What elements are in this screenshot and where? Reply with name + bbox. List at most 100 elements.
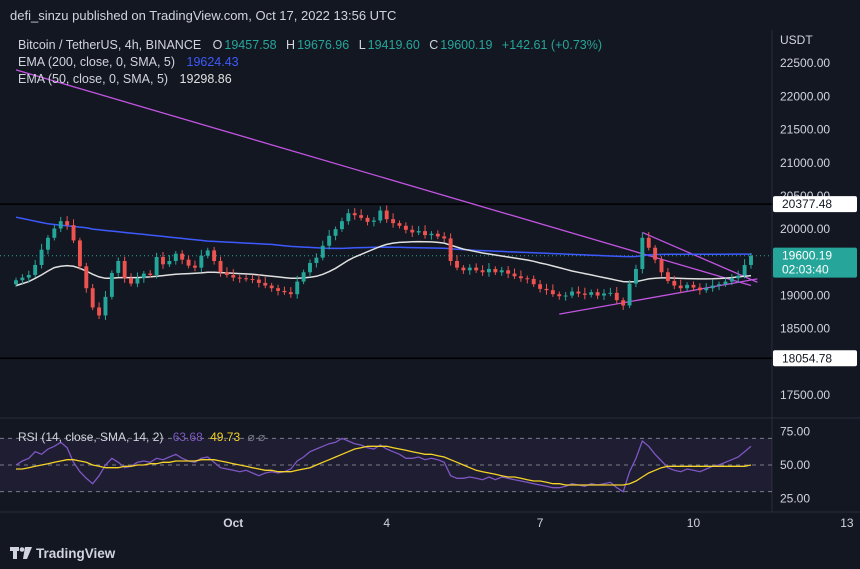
price-chart[interactable]: USDT17500.0018000.0018500.0019000.001950… bbox=[0, 30, 860, 540]
candle-body bbox=[269, 285, 274, 289]
candle-body bbox=[685, 284, 690, 289]
y-tick-label: 21500.00 bbox=[780, 123, 830, 137]
candle-body bbox=[653, 247, 658, 260]
y-tick-label: 21000.00 bbox=[780, 156, 830, 170]
candle-body bbox=[244, 278, 249, 280]
rsi-sma-line bbox=[16, 445, 752, 486]
candle-body bbox=[122, 261, 127, 279]
ema200-value: 19624.43 bbox=[186, 55, 239, 69]
candle-body bbox=[646, 237, 651, 248]
candle-body bbox=[148, 273, 153, 275]
y-tick-label: 20000.00 bbox=[780, 222, 830, 236]
rsi-sma-value: 49.73 bbox=[210, 430, 241, 444]
candle-body bbox=[704, 288, 709, 291]
candle-body bbox=[186, 259, 191, 266]
candle-body bbox=[365, 217, 370, 222]
candle-body bbox=[506, 270, 511, 274]
low-value: 19419.60 bbox=[367, 38, 420, 52]
candle-body bbox=[697, 287, 702, 291]
rsi-line bbox=[15, 437, 752, 493]
candle-body bbox=[161, 257, 165, 265]
candle-body bbox=[288, 292, 293, 295]
candle-body bbox=[333, 229, 338, 236]
candle-body bbox=[154, 257, 159, 275]
rsi-y-tick-label: 25.00 bbox=[780, 491, 810, 505]
candle-body bbox=[576, 291, 581, 294]
candle-body bbox=[237, 277, 242, 279]
candle-body bbox=[65, 221, 70, 226]
rsi-value: 63.68 bbox=[172, 430, 203, 444]
ema200-line bbox=[15, 216, 751, 258]
axis-currency: USDT bbox=[780, 33, 813, 47]
candle-body bbox=[14, 280, 18, 285]
candle-body bbox=[467, 267, 472, 271]
candle-body bbox=[621, 300, 626, 306]
open-label: O bbox=[212, 38, 223, 52]
open-value: 19457.58 bbox=[224, 38, 277, 52]
candle-body bbox=[116, 261, 121, 273]
candle-body bbox=[442, 236, 447, 239]
candle-body bbox=[455, 261, 459, 268]
close-value: 19600.19 bbox=[440, 38, 493, 52]
candle-body bbox=[691, 284, 696, 288]
candle-body bbox=[46, 237, 50, 250]
candle-body bbox=[397, 223, 402, 226]
candle-body bbox=[608, 292, 613, 294]
candle-body bbox=[474, 267, 479, 271]
candle-body bbox=[346, 213, 351, 222]
candle-body bbox=[378, 210, 383, 221]
close-label: C bbox=[429, 38, 439, 52]
rsi-extra: ⌀ ⌀ bbox=[247, 430, 266, 444]
candle-body bbox=[256, 279, 261, 283]
candle-body bbox=[212, 250, 217, 261]
candle-body bbox=[135, 278, 140, 284]
tradingview-logo-icon bbox=[10, 547, 32, 559]
candle-body bbox=[250, 278, 255, 280]
symbol-legend: Bitcoin / TetherUS, 4h, BINANCE O 19457.5… bbox=[18, 38, 604, 52]
y-tick-label: 22000.00 bbox=[780, 89, 830, 103]
trendline bbox=[559, 278, 758, 315]
low-label: L bbox=[358, 38, 366, 52]
y-tick-label: 19000.00 bbox=[780, 289, 830, 303]
resistance-price-tag: 20377.48 bbox=[782, 197, 832, 211]
y-tick-label: 17500.00 bbox=[780, 388, 830, 402]
resistance-price-tag-bg bbox=[773, 196, 857, 213]
candle-body bbox=[448, 238, 453, 261]
candle-body bbox=[736, 275, 741, 279]
candle-body bbox=[340, 221, 344, 230]
candle-body bbox=[199, 255, 204, 268]
candle-body bbox=[499, 270, 504, 273]
candle-body bbox=[276, 288, 280, 291]
candle-body bbox=[435, 233, 440, 237]
candle-body bbox=[218, 261, 223, 273]
candle-body bbox=[742, 264, 747, 276]
symbol-title: Bitcoin / TetherUS, 4h, BINANCE bbox=[18, 38, 202, 52]
high-value: 19676.96 bbox=[297, 38, 350, 52]
candle-body bbox=[563, 295, 568, 297]
chart-area[interactable]: USDT17500.0018000.0018500.0019000.001950… bbox=[0, 30, 860, 540]
candle-body bbox=[538, 284, 543, 289]
current-price-tag-bg bbox=[773, 247, 857, 278]
candle-body bbox=[416, 231, 421, 233]
high-label: H bbox=[286, 38, 296, 52]
candle-body bbox=[109, 272, 114, 297]
candle-body bbox=[97, 307, 102, 316]
candle-body bbox=[487, 268, 491, 273]
candle-body bbox=[429, 233, 434, 236]
candle-body bbox=[595, 292, 600, 296]
candle-body bbox=[640, 237, 645, 269]
change-value: +142.61 (+0.73%) bbox=[501, 38, 602, 52]
candle-body bbox=[672, 280, 677, 286]
x-tick-label: 4 bbox=[383, 516, 390, 530]
candle-body bbox=[320, 245, 325, 258]
x-tick-label: 10 bbox=[687, 516, 701, 530]
candle-body bbox=[480, 270, 485, 273]
x-tick-label: Oct bbox=[223, 516, 243, 530]
candle-body bbox=[518, 276, 523, 279]
x-tick-label: 7 bbox=[537, 516, 544, 530]
candle-body bbox=[729, 278, 734, 282]
candle-body bbox=[634, 268, 638, 284]
candle-body bbox=[544, 288, 549, 291]
candle-body bbox=[141, 273, 146, 279]
candle-body bbox=[582, 293, 587, 295]
